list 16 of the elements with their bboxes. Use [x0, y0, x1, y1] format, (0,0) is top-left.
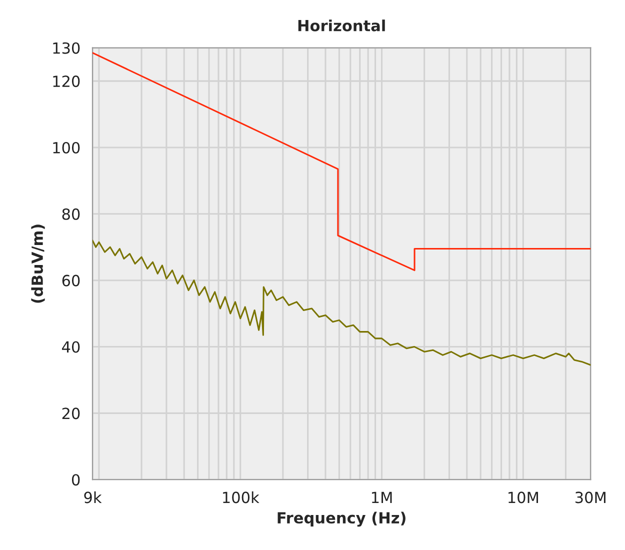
x-tick-label: 30M [575, 492, 606, 504]
x-tick-label: 9k [84, 491, 102, 504]
y-axis-title: (dBuV/m) [31, 224, 45, 303]
y-tick-label: 60 [62, 274, 80, 286]
x-axis-title: Frequency (Hz) [278, 512, 406, 527]
x-tick-label: 10M [508, 492, 538, 504]
y-tick-label: 120 [53, 76, 80, 88]
x-tick-label: 1M [372, 492, 392, 504]
y-tick-label: 0 [72, 474, 80, 486]
y-tick-label: 100 [53, 142, 80, 154]
y-tick-label: 40 [62, 341, 80, 353]
y-tick-label: 80 [62, 208, 80, 220]
y-tick-label: 130 [53, 42, 80, 54]
y-tick-label: 20 [62, 408, 80, 420]
chart-title: Horizontal [298, 20, 385, 32]
x-tick-label: 100k [223, 491, 260, 504]
